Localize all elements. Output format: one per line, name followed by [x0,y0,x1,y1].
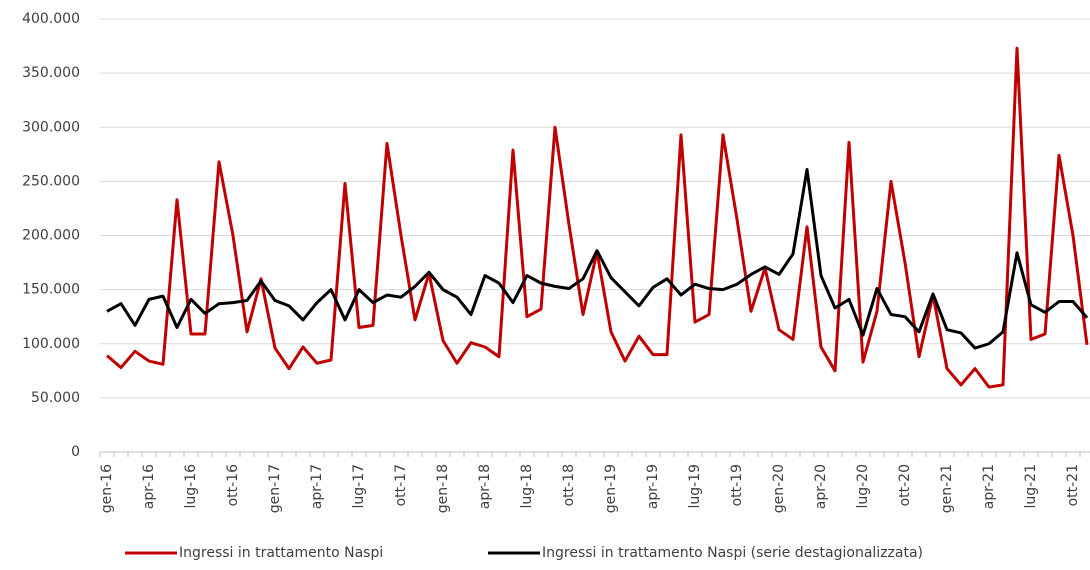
x-tick-label: apr-20 [813,464,829,509]
x-tick-label: gen-19 [603,464,619,513]
y-tick-label: 400.000 [22,11,80,27]
x-tick-label: gen-21 [939,464,955,513]
x-tick-label: apr-19 [645,464,661,509]
x-tick-label: gen-20 [771,464,787,513]
y-tick-label: 100.000 [22,336,80,352]
x-tick-label: ott-16 [225,464,241,507]
y-tick-label: 50.000 [31,390,80,406]
x-tick-label: lug-20 [855,464,871,509]
series-line [106,167,1089,350]
y-tick-label: 200.000 [22,228,80,244]
x-tick-label: ott-19 [729,464,745,506]
x-tick-label: ott-21 [1065,464,1081,506]
legend-label: Ingressi in trattamento Naspi (serie des… [542,545,923,561]
x-tick-label: gen-18 [435,464,451,513]
y-tick-label: 250.000 [22,173,80,189]
x-tick-label: lug-19 [687,464,703,509]
series-line [106,46,1089,389]
x-tick-label: apr-18 [477,464,493,509]
x-tick-label: apr-16 [141,464,157,509]
x-tick-label: ott-18 [561,464,577,506]
x-tick-label: apr-21 [981,464,997,509]
x-tick-label: lug-18 [519,464,535,509]
x-tick-label: ott-20 [897,464,913,506]
x-tick-label: gen-17 [267,464,283,513]
y-tick-label: 150.000 [22,282,80,298]
x-tick-label: gen-16 [99,464,115,513]
x-tick-label: lug-21 [1023,464,1039,509]
x-tick-label: lug-17 [351,464,367,509]
x-tick-label: apr-17 [309,464,325,509]
legend-label: Ingressi in trattamento Naspi [179,545,383,561]
y-tick-label: 0 [71,444,80,460]
y-tick-label: 300.000 [22,119,80,135]
y-tick-label: 350.000 [22,65,80,81]
x-tick-label: ott-17 [393,464,409,506]
x-tick-label: lug-16 [183,464,199,509]
